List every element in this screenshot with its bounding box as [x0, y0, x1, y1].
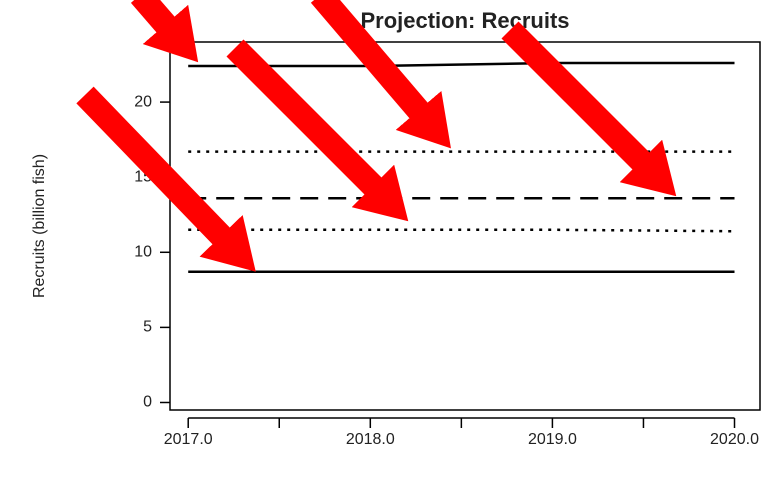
y-tick-label: 20 — [134, 93, 152, 110]
arrow — [310, 0, 451, 149]
x-tick-label: 2018.0 — [346, 431, 395, 448]
y-axis-label: Recruits (billion fish) — [31, 154, 48, 298]
x-tick-label: 2020.0 — [710, 431, 759, 448]
arrow — [130, 0, 199, 63]
annotation-arrows — [76, 0, 677, 272]
x-tick-label: 2019.0 — [528, 431, 577, 448]
y-tick-label: 0 — [143, 394, 152, 411]
arrow — [226, 39, 409, 222]
x-tick-label: 2017.0 — [164, 431, 213, 448]
series-line — [188, 228, 735, 233]
y-tick-label: 5 — [143, 319, 152, 336]
arrow — [76, 86, 256, 272]
series-line — [188, 61, 735, 68]
y-tick-label: 10 — [134, 244, 152, 261]
plot-frame — [169, 41, 761, 411]
arrow — [501, 21, 677, 197]
chart-title: Projection: Recruits — [360, 8, 569, 33]
